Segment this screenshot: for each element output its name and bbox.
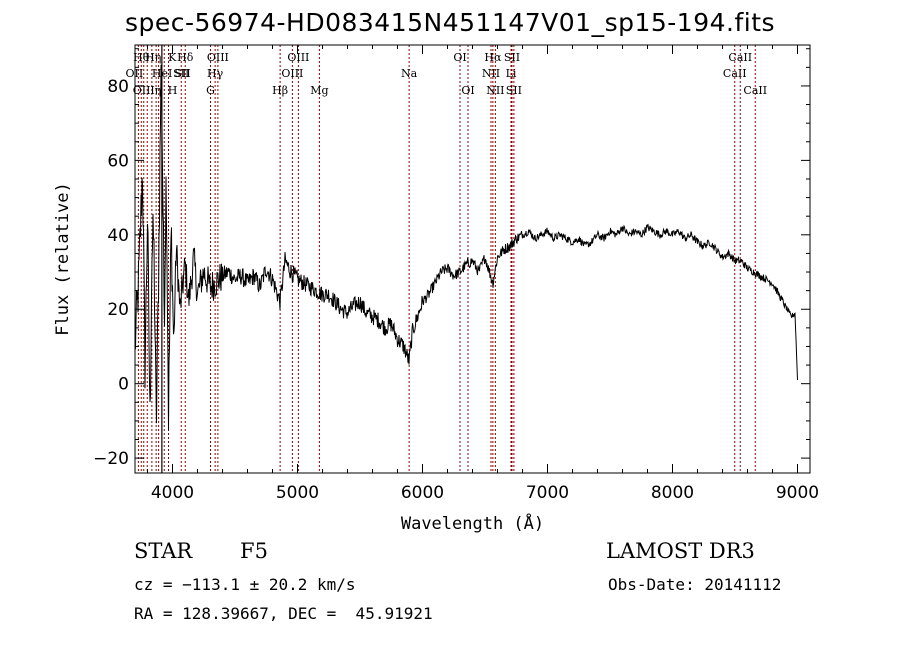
line-label: SII (504, 51, 520, 64)
y-axis-label: Flux (relative) (53, 182, 73, 336)
line-label: SII (506, 84, 522, 97)
line-label: Hβ (272, 84, 288, 97)
redshift-cz: cz = −113.1 ± 20.2 km/s (134, 575, 356, 594)
x-tick-label: 8000 (651, 483, 694, 503)
line-label: Hγ (207, 67, 224, 80)
chart-title: spec-56974-HD083415N451147V01_sp15-194.f… (124, 8, 776, 37)
line-label: Mg (310, 84, 328, 97)
line-label: OI (453, 51, 466, 64)
line-label: η (155, 84, 162, 97)
line-label: H (168, 84, 178, 97)
line-label: CaII (728, 51, 752, 64)
line-label: OIII (287, 51, 309, 64)
y-tick-label: 40 (107, 226, 129, 246)
axes: 4000 5000 6000 7000 8000 9000 −20 0 20 40 60 80 Wave… (53, 44, 819, 534)
spectrum-series (134, 45, 798, 473)
emission-line-labels: OIIHθOIIIHηηHeISIIKHHδSIIGHγOIIIHβOIIIOI… (126, 51, 768, 97)
line-label: CaII (723, 67, 747, 80)
y-tick-label: 80 (107, 77, 129, 97)
line-label: CaII (743, 84, 767, 97)
x-tick-label: 7000 (526, 483, 569, 503)
emission-line-markers (137, 45, 756, 473)
line-label: Hδ (177, 51, 194, 64)
data-release: LAMOST DR3 (606, 539, 755, 563)
observation-date: Obs-Date: 20141112 (608, 575, 782, 594)
line-label: K (168, 51, 177, 64)
x-tick-label: 9000 (776, 483, 819, 503)
line-label: G (206, 84, 215, 97)
y-tick-label: 0 (118, 375, 129, 395)
object-class: STAR (134, 539, 193, 563)
line-label: NII (482, 67, 500, 80)
y-tick-label: 60 (107, 151, 129, 171)
line-label: OII (126, 67, 144, 80)
x-axis-label: Wavelength (Å) (401, 512, 544, 534)
line-label: SII (173, 67, 189, 80)
line-label: Li (506, 67, 517, 80)
line-label: OIII (281, 67, 303, 80)
line-label: Hθ (133, 51, 150, 64)
line-label: OI (461, 84, 474, 97)
line-label: OIII (207, 51, 229, 64)
x-tick-label: 4000 (151, 483, 194, 503)
y-tick-label: −20 (93, 449, 129, 469)
object-subclass: F5 (240, 539, 268, 563)
line-label: Hη (145, 51, 161, 64)
line-label: OIII (133, 84, 155, 97)
line-label: SII (175, 67, 191, 80)
x-tick-label: 6000 (401, 483, 444, 503)
line-label: NII (486, 84, 504, 97)
coordinates: RA = 128.39667, DEC = 45.91921 (134, 604, 433, 623)
y-tick-label: 20 (107, 300, 129, 320)
x-tick-label: 5000 (276, 483, 319, 503)
spectrum-line (134, 64, 798, 431)
line-label: Hα (484, 51, 502, 64)
line-label: Na (401, 67, 418, 80)
